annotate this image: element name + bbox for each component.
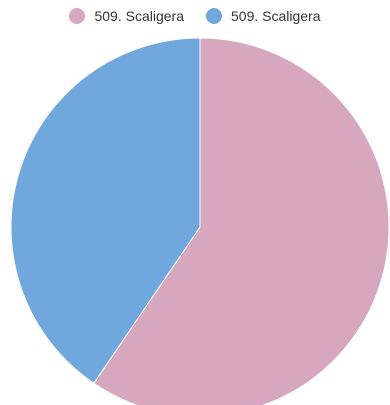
legend-item-1[interactable]: 509. Scaligera: [69, 8, 184, 24]
legend-label-1: 509. Scaligera: [94, 8, 184, 24]
chart-legend: 509. Scaligera 509. Scaligera: [0, 8, 390, 24]
pie-slices: [10, 37, 390, 405]
legend-swatch-2: [206, 8, 222, 24]
pie-slice-2[interactable]: [10, 37, 201, 385]
legend-label-2: 509. Scaligera: [231, 8, 321, 24]
legend-item-2[interactable]: 509. Scaligera: [206, 8, 321, 24]
pie-slice-1[interactable]: [93, 37, 390, 405]
legend-swatch-1: [69, 8, 86, 24]
